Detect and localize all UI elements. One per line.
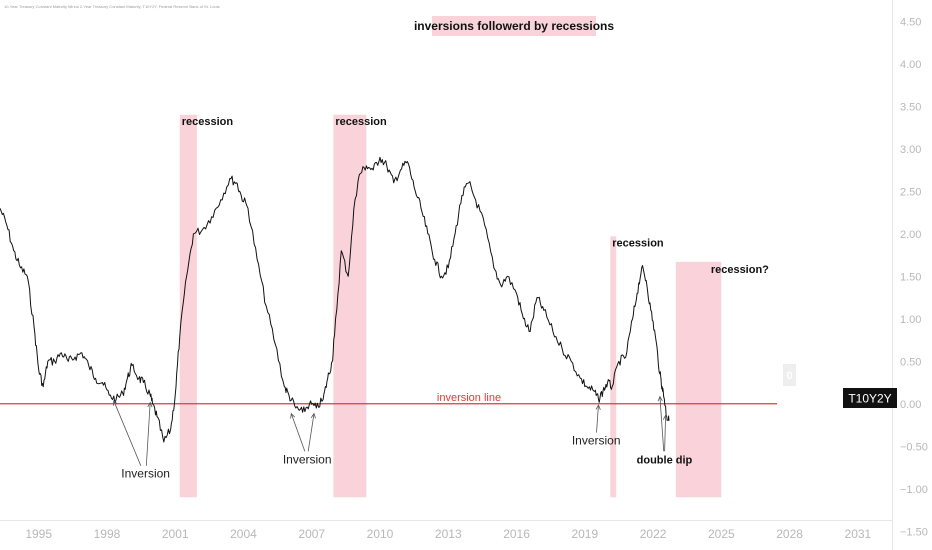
recession-shade-1 bbox=[333, 114, 367, 498]
inversion-line-group: inversion line bbox=[0, 392, 777, 405]
annotation-arrowhead-0-1 bbox=[147, 401, 153, 408]
annotation-arrow-1-0 bbox=[290, 413, 306, 452]
y-tick-label: 4.50 bbox=[900, 16, 921, 28]
annotation-arrowhead-3-0 bbox=[657, 395, 663, 402]
y-axis: 4.50 4.00 3.50 3.00 2.50 2.00 1.50 1.00 0.50 0.00… bbox=[892, 0, 928, 550]
x-tick-label: 2016 bbox=[503, 527, 530, 541]
annotation-arrowhead-1-1 bbox=[310, 412, 316, 419]
title-background bbox=[432, 16, 596, 36]
series-line-0 bbox=[0, 156, 670, 443]
title-box: inversions followerd by recessions bbox=[414, 16, 614, 36]
annotation-arrowhead-1-0 bbox=[290, 412, 296, 419]
annotation-arrowhead-0-0 bbox=[113, 399, 118, 406]
y-tick-label: −0.50 bbox=[900, 441, 928, 453]
zero-badge-bg bbox=[783, 364, 796, 386]
recession-label-2: recession bbox=[612, 237, 664, 249]
x-tick-label: 2001 bbox=[162, 527, 189, 541]
symbol-badge-label: T10Y2Y bbox=[848, 392, 891, 406]
x-tick-label: 1998 bbox=[94, 527, 121, 541]
x-tick-label: 2010 bbox=[367, 527, 394, 541]
x-tick-label: 1995 bbox=[25, 527, 52, 541]
y-tick-label: −1.00 bbox=[900, 484, 928, 496]
y-tick-label: 1.50 bbox=[900, 271, 921, 283]
recession-label-1: recession bbox=[335, 116, 387, 128]
annotation-arrow-0-0 bbox=[113, 400, 142, 466]
symbol-badge[interactable]: T10Y2Y bbox=[843, 388, 897, 408]
y-tick-label: 2.50 bbox=[900, 186, 921, 198]
annotation-label-3: double dip bbox=[637, 454, 693, 466]
x-tick-label: 2025 bbox=[708, 527, 735, 541]
y-tick-label: 1.00 bbox=[900, 314, 921, 326]
symbol-badge-bg bbox=[843, 388, 897, 408]
annotation-label-2: Inversion bbox=[572, 434, 621, 448]
zero-badge-label: 0 bbox=[786, 370, 792, 382]
x-tick-label: 2031 bbox=[845, 527, 872, 541]
x-tick-label: 2019 bbox=[571, 527, 598, 541]
y-tick-label: 3.00 bbox=[900, 144, 921, 156]
inversion-line-label: inversion line bbox=[437, 392, 501, 404]
recession-shade-0 bbox=[179, 114, 197, 498]
recession-label-3: recession? bbox=[711, 264, 769, 276]
annotation-arrowhead-2-0 bbox=[595, 404, 601, 410]
chart-title: inversions followerd by recessions bbox=[414, 19, 614, 33]
recession-shade-3 bbox=[675, 261, 722, 498]
source-note: 10-Year Treasury Constant Maturity Minus… bbox=[4, 4, 220, 9]
annotation-arrow-3-1 bbox=[664, 415, 666, 452]
annotation-label-0: Inversion bbox=[121, 467, 170, 481]
annotation-arrow-0-1 bbox=[145, 402, 151, 466]
y-tick-label: 0.00 bbox=[900, 399, 921, 411]
recession-label-0: recession bbox=[182, 116, 234, 128]
x-tick-label: 2028 bbox=[776, 527, 803, 541]
y-tick-label: 0.50 bbox=[900, 356, 921, 368]
recession-shade-2 bbox=[610, 236, 617, 498]
annotation-arrowhead-3-1 bbox=[662, 414, 669, 421]
x-tick-label: 2013 bbox=[435, 527, 462, 541]
recession-shades: recession recession recession recession? bbox=[179, 114, 769, 498]
zero-badge[interactable]: 0 bbox=[783, 364, 796, 386]
y-tick-label: −1.50 bbox=[900, 526, 928, 538]
x-tick-label: 2004 bbox=[230, 527, 257, 541]
annotation-arrow-2-0 bbox=[596, 405, 599, 433]
y-tick-label: 3.50 bbox=[900, 101, 921, 113]
y-tick-label: 2.00 bbox=[900, 229, 921, 241]
x-axis: 1995 1998 2001 2004 2007 2010 2013 2016 2019 2022… bbox=[0, 520, 892, 541]
annotation-arrow-1-1 bbox=[307, 413, 315, 452]
y-tick-label: 4.00 bbox=[900, 59, 921, 71]
annotations-group: Inversion Inversion Inversion double dip bbox=[113, 395, 693, 481]
annotation-label-1: Inversion bbox=[283, 452, 332, 466]
x-tick-label: 2007 bbox=[298, 527, 325, 541]
annotation-arrow-3-0 bbox=[659, 396, 665, 452]
x-tick-label: 2022 bbox=[640, 527, 667, 541]
series-group bbox=[0, 156, 670, 443]
